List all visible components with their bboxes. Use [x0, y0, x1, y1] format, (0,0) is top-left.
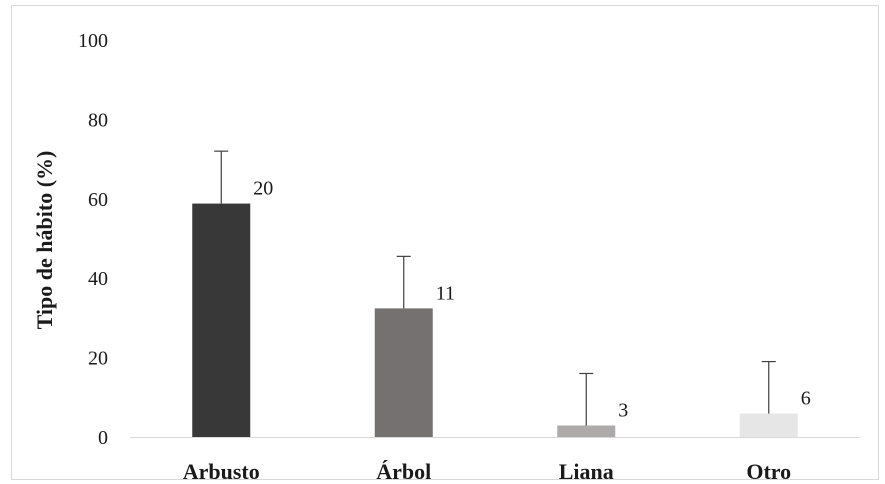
category-label: Árbol	[376, 459, 431, 484]
y-tick-label: 60	[88, 189, 108, 211]
chart-frame	[11, 5, 879, 480]
y-tick-label: 0	[98, 427, 108, 449]
data-label: 3	[618, 399, 628, 421]
bar-otro	[739, 413, 798, 437]
y-tick-label: 80	[88, 109, 108, 131]
y-tick-label: 100	[78, 30, 108, 52]
bar-árbol	[374, 308, 433, 437]
y-tick-label: 20	[88, 348, 108, 370]
category-label: Otro	[746, 459, 791, 484]
data-label: 20	[253, 178, 273, 200]
category-label: Arbusto	[183, 459, 260, 484]
bar-arbusto	[192, 203, 251, 437]
y-axis-label: Tipo de hábito (%)	[32, 151, 57, 330]
y-tick-label: 40	[88, 268, 108, 290]
data-label: 6	[801, 388, 811, 410]
category-label: Liana	[559, 459, 614, 484]
data-label: 11	[436, 282, 455, 304]
bar-liana	[557, 425, 616, 437]
